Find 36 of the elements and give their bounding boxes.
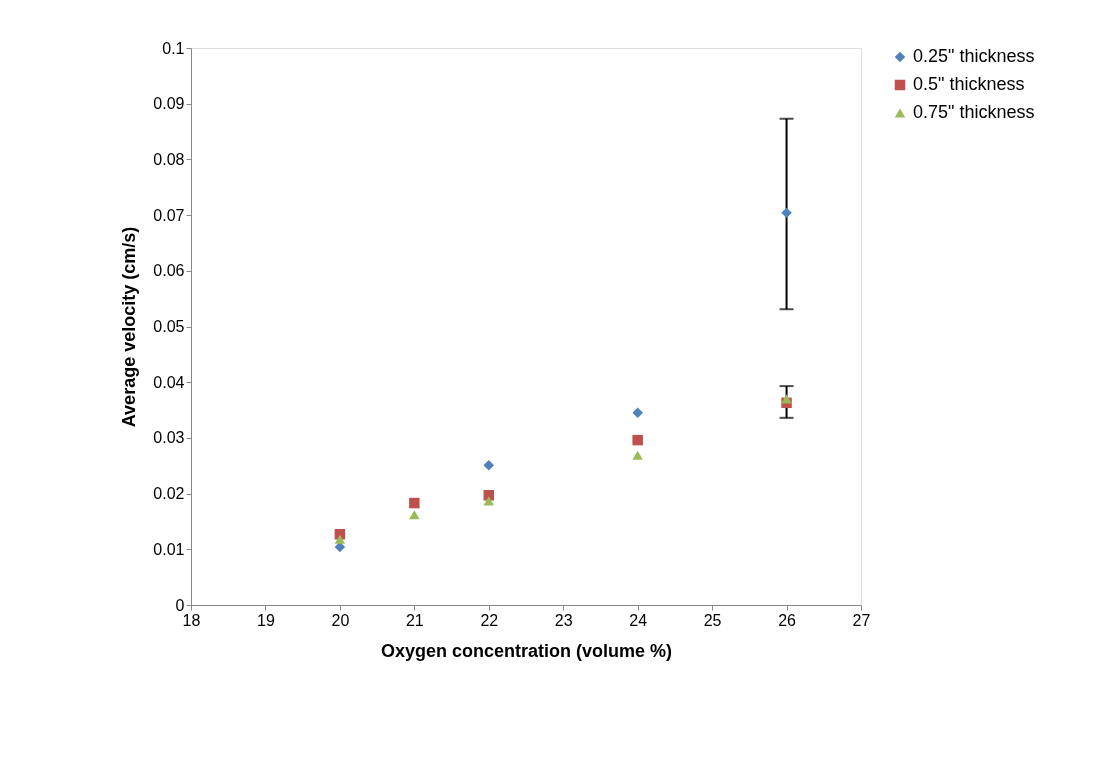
- y-tick-label: 0.08: [153, 150, 185, 168]
- x-tick-label: 23: [554, 611, 573, 629]
- y-tick-label: 0.03: [153, 429, 185, 447]
- x-tick-label: 26: [778, 611, 797, 629]
- point: [409, 497, 420, 509]
- x-tick-label: 18: [182, 611, 201, 629]
- point: [781, 394, 792, 404]
- point: [781, 207, 792, 219]
- x-tick-label: 20: [331, 611, 350, 629]
- x-tick-label: 19: [257, 611, 275, 629]
- point: [632, 450, 643, 460]
- x-tick-label: 27: [852, 611, 871, 629]
- x-tick-label: 21: [405, 611, 424, 629]
- point: [483, 496, 495, 506]
- point: [632, 407, 643, 419]
- y-tick-label: 0.01: [153, 540, 185, 558]
- legend-label: 0.75" thickness: [913, 102, 1035, 122]
- x-tick-label: 25: [703, 611, 722, 629]
- x-tick-label: 22: [480, 611, 499, 629]
- legend-label: 0.5" thickness: [913, 74, 1025, 94]
- y-tick-label: 0.06: [153, 262, 185, 280]
- point: [409, 510, 420, 520]
- y-tick-label: 0.07: [153, 206, 185, 224]
- y-tick-label: 0.09: [153, 95, 185, 113]
- y-tick-label: 0.02: [153, 485, 185, 503]
- y-tick-label: 0.1: [162, 39, 185, 57]
- x-tick-label: 24: [629, 611, 648, 629]
- legend-label: 0.25" thickness: [913, 46, 1035, 66]
- point: [632, 434, 643, 446]
- x-axis-title: Oxygen concentration (volume %): [380, 640, 673, 661]
- y-tick-label: 0: [175, 596, 185, 614]
- y-axis-title: Average velocity (cm/s): [119, 226, 140, 428]
- point: [483, 459, 495, 471]
- y-tick-label: 0.05: [153, 318, 185, 335]
- point: [334, 534, 346, 544]
- y-tick-label: 0.04: [153, 373, 185, 391]
